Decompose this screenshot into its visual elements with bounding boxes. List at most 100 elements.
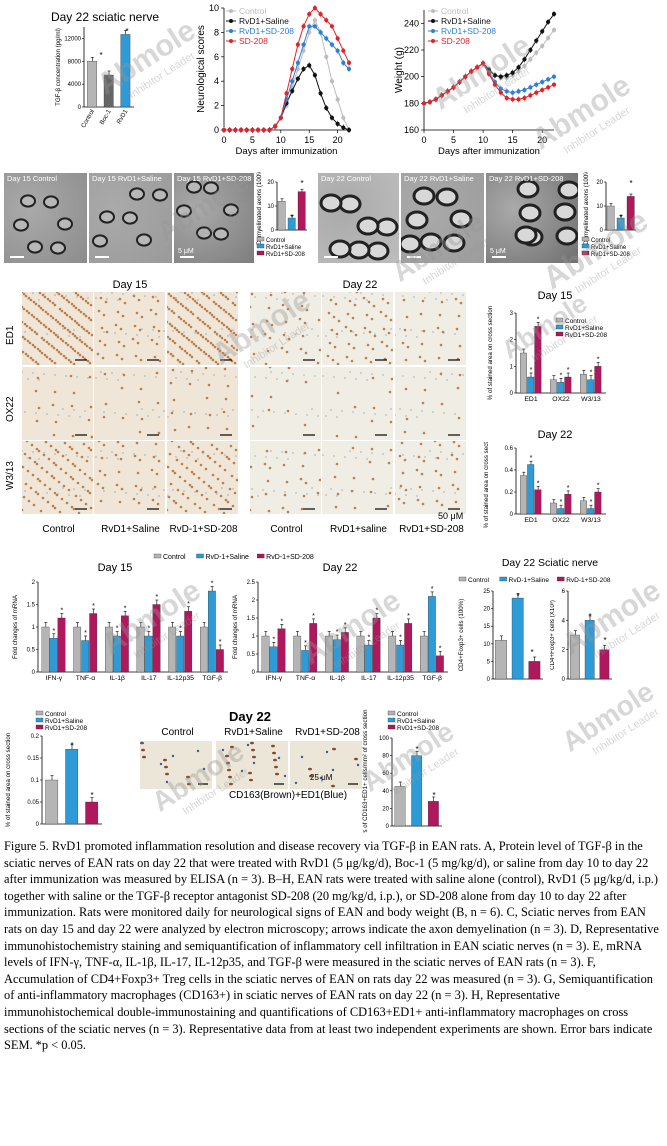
y-tick-label: 0.1 <box>31 778 40 784</box>
em-label: Day 15 RvD1+SD-208 <box>177 174 252 183</box>
legend-swatch <box>256 236 265 242</box>
bar <box>594 491 602 515</box>
legend-label: RvD1+SD-208 <box>441 26 496 36</box>
y-axis-label: Fold changes of mRNA <box>12 594 19 659</box>
legend-swatch <box>387 717 396 723</box>
scale-label: 5 μM <box>178 248 194 255</box>
significance-star: * <box>336 629 339 636</box>
legend-label: RvD-1+SD-208 <box>266 554 314 561</box>
significance-star: * <box>597 356 600 363</box>
em-image: Day 15 Control <box>3 172 88 264</box>
ihc-row-label: W3/13 <box>5 461 16 490</box>
legend-label: RvD-1+SD-208 <box>566 577 611 584</box>
data-point <box>522 57 527 62</box>
legend-label: RvD1+SD-208 <box>397 725 439 732</box>
bar <box>396 644 405 673</box>
legend-marker <box>431 19 435 23</box>
category-label: TNF-α <box>76 675 95 682</box>
ihc-column-label: Control <box>161 727 194 738</box>
y-tick-label: 2 <box>252 598 256 604</box>
significance-star: * <box>187 601 190 608</box>
bar <box>81 640 90 673</box>
data-point <box>324 36 329 41</box>
ihc-image <box>167 292 238 365</box>
legend-label: RvD1+Saline <box>565 325 604 332</box>
bar <box>428 596 436 673</box>
data-point <box>238 127 244 133</box>
y-tick-label: 60 <box>382 771 389 777</box>
panel-e-day15-title: Day 15 <box>97 562 133 574</box>
significance-star: * <box>124 605 127 612</box>
category-label: W3/13 <box>581 517 601 524</box>
bar <box>594 366 602 394</box>
data-point <box>329 79 335 84</box>
panel-f2-chart: 0 2 4 6 CD4+Foxp3+ cells (X10³) * * <box>550 589 612 683</box>
panel-h-stain-label: CD163(Brown)+ED1(Blue) <box>228 790 348 801</box>
data-point <box>516 97 521 102</box>
data-point <box>255 127 261 133</box>
y-tick-label: 6 <box>214 52 219 62</box>
data-point <box>504 73 509 78</box>
ihc-column-label: Control <box>42 524 75 535</box>
y-tick-label: 4000 <box>68 82 82 88</box>
data-point <box>540 29 545 34</box>
bar <box>73 626 82 673</box>
data-point <box>312 5 318 11</box>
ihc-column-label: RvD1+Saline <box>224 727 283 738</box>
bar <box>587 379 595 394</box>
data-point <box>504 95 509 101</box>
panel-d-chart15-title: Day 15 <box>537 290 573 302</box>
data-point <box>551 11 557 17</box>
legend-marker <box>229 19 233 23</box>
bar <box>261 635 270 673</box>
data-point <box>301 66 306 72</box>
ihc-row-label: OX22 <box>5 396 16 422</box>
legend-label: SD-208 <box>441 36 470 46</box>
category-label: IL-12p35 <box>167 675 194 682</box>
scale-bar <box>180 256 194 258</box>
bar <box>333 639 341 673</box>
significance-star: * <box>530 455 533 462</box>
data-point <box>480 61 486 66</box>
data-point <box>335 97 340 102</box>
x-tick-label: 0 <box>421 135 426 145</box>
em-image: Day 22 Control <box>317 172 400 264</box>
data-point <box>445 89 450 94</box>
data-point <box>551 27 557 33</box>
legend-label: Control <box>468 577 490 584</box>
y-tick-label: 2 <box>510 338 514 344</box>
category-label: W3/13 <box>581 396 601 403</box>
data-point <box>346 127 352 133</box>
y-tick-label: 0 <box>78 105 82 111</box>
legend-swatch <box>557 576 565 582</box>
y-tick-label: 0.15 <box>27 756 39 762</box>
data-point <box>486 71 492 77</box>
legend-marker <box>229 39 233 43</box>
data-point <box>540 87 545 93</box>
legend-label: RvD1+SD-208 <box>266 252 306 258</box>
data-point <box>504 89 509 94</box>
bar <box>580 374 587 394</box>
y-tick-label: 15 <box>483 624 490 630</box>
y-tick-label: 0 <box>510 391 514 397</box>
bar <box>105 626 113 673</box>
x-tick-label: 20 <box>333 135 343 145</box>
ihc-image <box>395 292 466 365</box>
legend-swatch <box>256 243 265 249</box>
significance-star: * <box>52 628 55 635</box>
data-point <box>295 60 300 65</box>
data-point <box>545 19 551 25</box>
legend-label: SD-208 <box>239 36 268 46</box>
significance-star: * <box>219 639 222 646</box>
legend-label: Control <box>441 6 469 16</box>
y-tick-label: 20 <box>596 180 603 186</box>
data-point <box>346 66 352 72</box>
bar <box>136 626 145 673</box>
data-point <box>475 65 480 70</box>
y-tick-label: 2 <box>214 101 219 111</box>
data-point <box>510 90 515 95</box>
bar <box>411 755 423 827</box>
legend-swatch <box>581 243 590 249</box>
ihc-image <box>167 441 238 514</box>
